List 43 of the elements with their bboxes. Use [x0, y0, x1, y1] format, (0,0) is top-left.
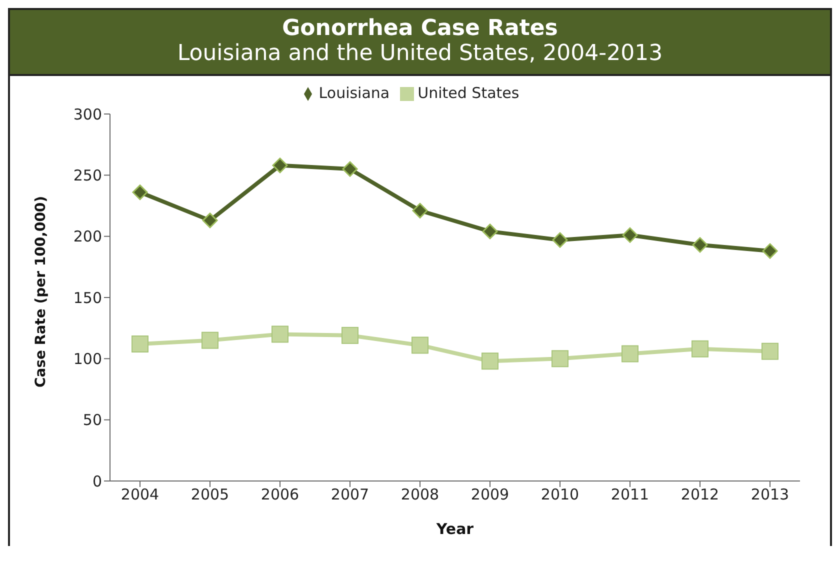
- point: [272, 158, 288, 174]
- x-axis-title: Year: [435, 520, 474, 538]
- y-tick-label: 150: [73, 288, 102, 307]
- x-tick-label: 2006: [260, 486, 300, 504]
- chart-title: Gonorrhea Case Rates: [281, 16, 559, 41]
- y-tick-label: 250: [73, 166, 102, 184]
- point: [482, 224, 498, 240]
- point: [482, 352, 498, 370]
- point: [342, 326, 358, 344]
- point: [762, 342, 778, 360]
- x-tick-label: 2004: [120, 486, 160, 504]
- y-tick-label: 100: [73, 350, 102, 368]
- y-axis-title: Case Rate (per 100,000): [32, 196, 49, 388]
- point: [622, 345, 638, 362]
- point: [762, 243, 778, 259]
- point: [692, 237, 708, 253]
- point: [202, 212, 218, 228]
- x-tick-label: 2011: [610, 486, 650, 504]
- point: [412, 336, 428, 354]
- x-tick-label: 2012: [680, 486, 720, 504]
- legend-label: Louisiana: [318, 84, 390, 102]
- point: [132, 335, 148, 352]
- point: [342, 161, 358, 177]
- point: [692, 340, 708, 358]
- x-tick-label: 2007: [330, 486, 370, 504]
- point: [412, 202, 428, 218]
- y-tick-label: 0: [92, 472, 102, 490]
- point: [552, 350, 568, 368]
- x-tick-label: 2009: [470, 486, 510, 504]
- y-tick-label: 50: [82, 411, 102, 430]
- chart-subtitle: Louisiana and the United States, 2004-2013: [176, 41, 664, 66]
- x-tick-label: 2013: [750, 486, 790, 504]
- y-tick-label: 300: [73, 105, 102, 124]
- point: [552, 232, 568, 248]
- point: [622, 227, 638, 243]
- legend-label: United States: [418, 84, 520, 102]
- x-tick-label: 2008: [400, 486, 440, 504]
- x-tick-label: 2010: [540, 486, 580, 504]
- x-tick-label: 2005: [190, 486, 230, 504]
- point: [132, 184, 148, 200]
- point: [202, 332, 218, 349]
- point: [272, 326, 288, 343]
- y-tick-label: 200: [73, 228, 102, 246]
